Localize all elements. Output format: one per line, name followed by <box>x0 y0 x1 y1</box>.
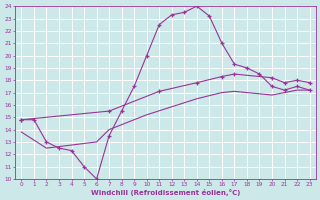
X-axis label: Windchill (Refroidissement éolien,°C): Windchill (Refroidissement éolien,°C) <box>91 189 240 196</box>
